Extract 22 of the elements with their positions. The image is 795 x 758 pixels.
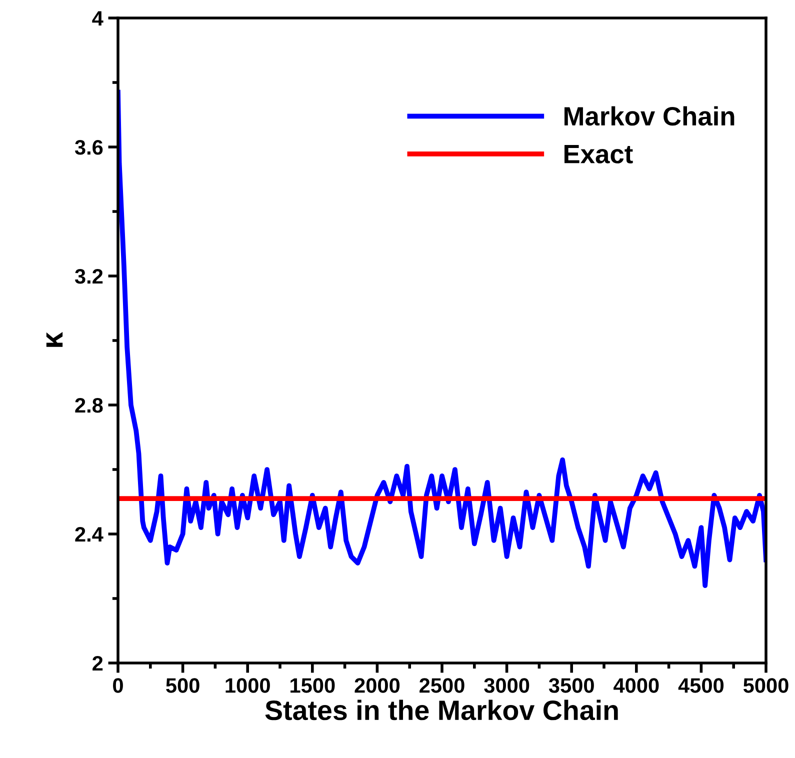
legend-label: Markov Chain [564, 106, 734, 126]
x-axis-title: States in the Markov Chain [265, 700, 618, 720]
y-tick-label: 2 [92, 656, 103, 671]
x-tick-label: 4000 [614, 678, 659, 693]
x-tick-label: 3500 [548, 678, 594, 693]
legend-label: Exact [564, 145, 633, 164]
x-tick-label: 3000 [484, 678, 530, 693]
x-tick-label: 5000 [743, 678, 788, 693]
y-tick-label: 3.6 [74, 140, 103, 155]
y-tick-label: 4 [92, 11, 104, 26]
x-tick-label: 1500 [290, 678, 335, 693]
x-tick-label: 4500 [678, 678, 724, 693]
y-tick-label: 2.8 [75, 398, 103, 413]
x-tick-label: 1000 [226, 678, 270, 693]
y-tick-label: 3.2 [74, 269, 103, 284]
line-series [118, 90, 766, 588]
x-tick-label: 2500 [420, 678, 464, 693]
x-tick-label: 0 [113, 678, 123, 693]
x-tick-label: 500 [166, 678, 200, 693]
y-tick-label: 2.4 [75, 527, 104, 542]
x-tick-label: 2000 [354, 678, 400, 693]
y-axis-title: κ [46, 332, 63, 347]
